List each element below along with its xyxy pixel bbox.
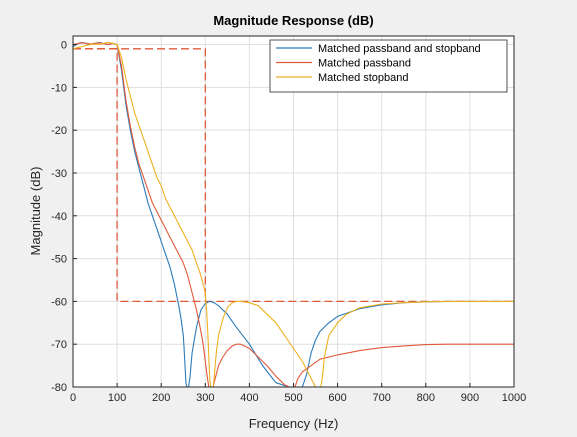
axis-ticks: 0 100 200 300 400 500 600 700 800 900 1000 0 -10 -20 -… bbox=[51, 40, 526, 404]
x-tick-label: 100 bbox=[108, 392, 126, 404]
x-tick-label: 700 bbox=[373, 392, 391, 404]
x-tick-label: 600 bbox=[328, 392, 346, 404]
chart-title: Magnitude Response (dB) bbox=[213, 13, 373, 28]
mask-line bbox=[73, 48, 206, 302]
x-tick-label: 900 bbox=[461, 392, 479, 404]
y-tick-label: -80 bbox=[51, 382, 67, 394]
legend-label: Matched passband and stopband bbox=[318, 43, 481, 55]
mask-line bbox=[73, 48, 514, 303]
y-tick-label: -30 bbox=[51, 168, 67, 180]
x-tick-label: 200 bbox=[152, 392, 170, 404]
series-lines bbox=[73, 41, 514, 387]
x-axis-label: Frequency (Hz) bbox=[249, 416, 339, 431]
mask-lines bbox=[73, 48, 514, 303]
y-tick-label: -40 bbox=[51, 211, 67, 223]
x-tick-label: 400 bbox=[240, 392, 258, 404]
series-line bbox=[73, 41, 514, 387]
y-tick-label: -20 bbox=[51, 125, 67, 137]
legend: Matched passband and stopband Matched pas… bbox=[269, 39, 508, 93]
legend-label: Matched passband bbox=[318, 58, 411, 70]
legend-label: Matched stopband bbox=[318, 72, 409, 84]
y-axis-label: Magnitude (dB) bbox=[28, 167, 43, 256]
x-tick-label: 800 bbox=[417, 392, 435, 404]
legend-box bbox=[269, 39, 508, 93]
y-tick-label: -10 bbox=[51, 82, 67, 94]
y-tick-label: -50 bbox=[51, 254, 67, 266]
x-tick-label: 300 bbox=[196, 392, 214, 404]
y-tick-label: -70 bbox=[51, 339, 67, 351]
y-tick-label: -60 bbox=[51, 296, 67, 308]
series-line bbox=[73, 42, 514, 387]
x-tick-label: 0 bbox=[70, 392, 76, 404]
y-tick-label: 0 bbox=[61, 40, 67, 52]
x-tick-label: 500 bbox=[284, 392, 302, 404]
x-tick-label: 1000 bbox=[502, 392, 526, 404]
